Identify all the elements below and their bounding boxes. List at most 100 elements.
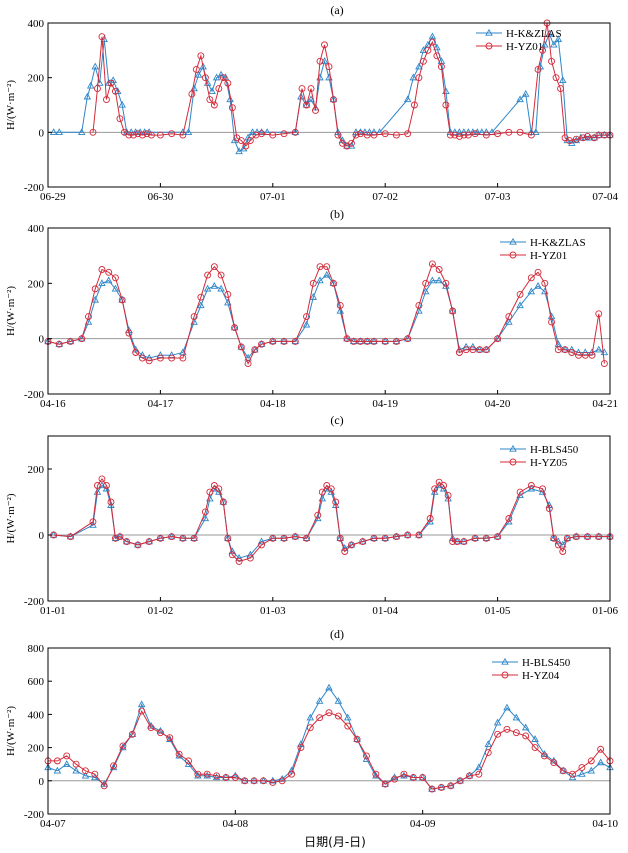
data-point — [428, 276, 437, 284]
x-tick-label: 07-04 — [592, 191, 618, 203]
data-point — [428, 38, 436, 46]
data-point — [469, 342, 477, 350]
y-tick-label: 200 — [28, 73, 45, 85]
data-point — [53, 766, 62, 774]
data-point — [288, 770, 295, 778]
data-point — [552, 74, 560, 82]
data-point — [422, 279, 430, 287]
data-point — [466, 772, 473, 780]
data-point — [357, 130, 364, 138]
data-point — [241, 777, 249, 785]
data-point — [532, 128, 540, 135]
data-point — [89, 128, 97, 136]
data-point — [415, 531, 423, 539]
legend-entry: H-K&ZLAS — [530, 237, 586, 249]
data-point — [291, 128, 299, 136]
data-point — [78, 335, 86, 343]
data-point — [119, 743, 127, 751]
data-point — [550, 534, 558, 542]
data-point — [302, 320, 311, 328]
legend-marker — [501, 657, 509, 665]
data-point — [291, 532, 300, 540]
data-point — [315, 696, 324, 704]
data-point — [574, 348, 583, 356]
data-point — [201, 508, 209, 516]
legend-marker — [485, 28, 493, 36]
data-point — [197, 293, 205, 301]
y-axis-label: H/(W·m⁻²) — [5, 80, 17, 130]
data-point — [306, 713, 315, 721]
data-point — [539, 46, 547, 54]
data-point — [431, 485, 439, 493]
data-point — [119, 742, 127, 750]
x-tick-label: 07-01 — [260, 191, 286, 203]
data-point — [306, 724, 314, 732]
data-point — [323, 263, 331, 271]
data-point — [91, 62, 99, 70]
data-point — [348, 139, 355, 147]
data-point — [197, 52, 205, 60]
data-point — [145, 357, 153, 365]
legend-marker — [509, 237, 517, 245]
series-line-2 — [53, 478, 610, 562]
data-point — [435, 266, 443, 273]
data-point — [128, 730, 136, 738]
data-point — [512, 729, 520, 737]
data-point — [505, 313, 513, 320]
data-point — [494, 533, 502, 541]
data-point — [197, 301, 205, 309]
y-tick-label: 200 — [28, 464, 45, 476]
data-point — [391, 775, 399, 783]
data-point — [116, 533, 124, 541]
data-point — [316, 263, 324, 271]
data-point — [471, 534, 479, 542]
data-point — [98, 266, 106, 273]
data-point — [63, 752, 71, 760]
data-point — [539, 485, 547, 493]
data-point — [600, 360, 608, 368]
data-point — [381, 337, 389, 345]
data-point — [353, 735, 361, 742]
legend-marker — [485, 42, 493, 50]
data-point — [575, 351, 582, 359]
data-point — [185, 757, 192, 765]
data-point — [230, 323, 239, 331]
data-point — [104, 276, 113, 284]
data-point — [269, 131, 277, 139]
panel-label: (a) — [330, 3, 343, 17]
y-tick-label: 0 — [39, 530, 45, 542]
data-point — [246, 137, 254, 144]
data-point — [194, 70, 203, 78]
data-point — [350, 337, 358, 345]
data-point — [503, 725, 511, 733]
legend-entry: H-YZ01 — [530, 250, 567, 262]
data-point — [442, 279, 450, 287]
x-tick-label: 04-07 — [40, 818, 66, 830]
data-point — [426, 515, 434, 522]
data-point — [464, 128, 473, 135]
data-point — [415, 74, 423, 82]
plot-frame — [47, 647, 611, 815]
data-point — [222, 774, 230, 781]
legend-marker — [501, 671, 509, 679]
data-point — [111, 274, 119, 282]
data-point — [156, 351, 165, 358]
data-point — [521, 89, 530, 97]
data-point — [418, 773, 427, 781]
data-point — [353, 735, 361, 743]
data-point — [587, 766, 596, 774]
data-point — [446, 131, 454, 139]
data-point — [215, 485, 223, 493]
data-point — [94, 482, 101, 489]
chart-panel-1: (a) -200 0 200 400 06-29 06-30 07-01 07-02 07-03 0… — [5, 3, 618, 203]
data-point — [168, 354, 176, 362]
data-point — [392, 533, 400, 541]
data-point — [210, 263, 218, 271]
x-tick-label: 07-03 — [485, 191, 511, 203]
data-point — [447, 782, 455, 790]
data-point — [415, 302, 423, 309]
data-point — [239, 144, 248, 152]
data-point — [280, 130, 288, 138]
data-point — [343, 335, 351, 343]
x-tick-label: 04-08 — [222, 818, 248, 830]
